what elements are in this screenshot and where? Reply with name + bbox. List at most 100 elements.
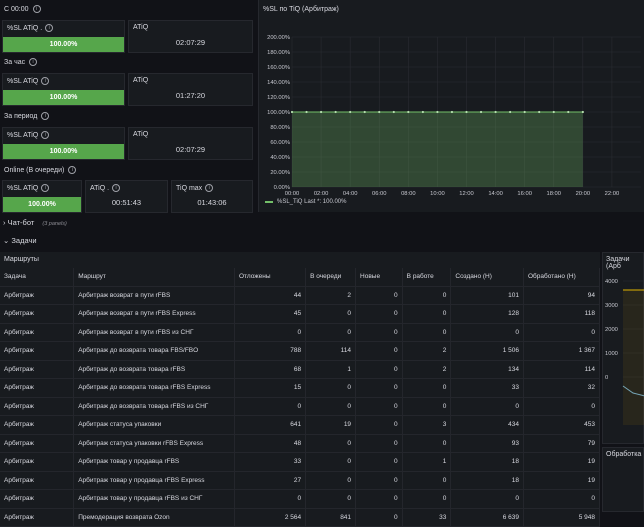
series-line	[622, 385, 644, 397]
column-header[interactable]: Маршрут	[73, 268, 235, 287]
legend-swatch	[265, 201, 273, 203]
data-point	[378, 110, 381, 114]
data-point	[407, 110, 410, 114]
table-cell: 2 564	[234, 508, 307, 527]
stat-panel-atiq-online: ATiQ .i 00:51:43	[85, 180, 168, 213]
stat-panel-atiq-today: ATiQ 02:07:29	[128, 20, 253, 53]
table-row[interactable]: Арбитраж Арбитраж возврат в пути rFBS из …	[0, 323, 600, 342]
sl-chart[interactable]: 0.00% 20.00% 40.00% 60.00% 80.00% 100.00% 120.…	[259, 0, 644, 212]
data-point	[363, 110, 366, 114]
table-cell: 0	[450, 323, 524, 342]
table-row[interactable]: Арбитраж Арбитраж товар у продавца rFBS и…	[0, 489, 600, 509]
info-icon[interactable]: i	[41, 184, 50, 192]
table-cell: Арбитраж	[0, 323, 75, 342]
table-cell: Арбитраж	[0, 489, 75, 509]
y-tick-label: 60.00%	[270, 140, 290, 146]
table-row[interactable]: Арбитраж Арбитраж товар у продавца rFBS E…	[0, 471, 600, 490]
table-cell: 68	[234, 360, 307, 379]
x-tick-label: 14:00	[488, 191, 503, 197]
info-icon[interactable]: i	[205, 184, 214, 192]
table-cell: 453	[523, 415, 600, 435]
table-cell: 0	[305, 397, 357, 416]
x-tick-label: 08:00	[401, 191, 416, 197]
table-cell: Арбитраж	[0, 360, 75, 379]
section-label-hour: За час i	[4, 58, 38, 66]
column-header[interactable]: В работе	[402, 268, 452, 287]
column-header[interactable]: Задача	[0, 268, 75, 287]
table-row[interactable]: Арбитраж Арбитраж до возврата товара rFBS…	[0, 378, 600, 398]
stat-panel-sl-hour: %SL ATiQ i 100.00%	[2, 73, 125, 106]
table-cell: 841	[305, 508, 357, 527]
table-row[interactable]: Арбитраж Арбитраж до возврата товара rFBS…	[0, 397, 600, 416]
table-row[interactable]: Арбитраж Арбитраж статуса упаковки rFBS E…	[0, 434, 600, 453]
table-cell: 79	[523, 434, 600, 453]
column-header[interactable]: Обработано (Н)	[523, 268, 600, 287]
y-tick-label: 4000	[605, 279, 618, 285]
column-header[interactable]: Создано (Н)	[450, 268, 524, 287]
table-cell: 641	[234, 415, 307, 435]
info-icon[interactable]: i	[41, 131, 50, 139]
info-icon[interactable]: i	[68, 166, 77, 174]
x-tick-label: 22:00	[605, 191, 620, 197]
row-chatbot[interactable]: › Чат-бот (3 panels)	[3, 218, 67, 227]
column-header[interactable]: Отложены	[234, 268, 307, 287]
x-tick-label: 00:00	[285, 191, 300, 197]
table-cell: 0	[355, 286, 403, 305]
info-icon[interactable]: i	[32, 5, 41, 13]
table-row[interactable]: Арбитраж Арбитраж товар у продавца rFBS 33…	[0, 452, 600, 472]
table-cell: 0	[402, 489, 452, 509]
table-cell: 0	[305, 304, 357, 324]
data-point	[349, 110, 352, 114]
table-cell: 33	[234, 452, 307, 472]
table-row[interactable]: Арбитраж Арбитраж возврат в пути rFBS 44 2 0…	[0, 286, 600, 305]
table-row[interactable]: Арбитраж Премодерация возврата Ozon 2 564 8…	[0, 508, 600, 527]
table-cell: 0	[355, 452, 403, 472]
table-cell: Арбитраж	[0, 378, 75, 398]
table-cell: 5 948	[523, 508, 600, 527]
chart-legend[interactable]: %SL_TiQ Last *: 100.00%	[265, 199, 346, 205]
row-tasks[interactable]: ⌄ Задачи	[3, 236, 37, 245]
table-cell: 101	[450, 286, 524, 305]
table-cell: 0	[523, 489, 600, 509]
data-point	[479, 110, 483, 114]
table-row[interactable]: Арбитраж Арбитраж до возврата товара FBS/…	[0, 341, 600, 361]
info-icon[interactable]: i	[41, 112, 50, 120]
info-icon[interactable]: i	[45, 24, 54, 32]
table-cell: 0	[355, 434, 403, 453]
table-cell: Арбитраж товар у продавца rFBS	[73, 452, 235, 472]
table-cell: 19	[305, 415, 357, 435]
info-icon[interactable]: i	[29, 58, 38, 66]
table-cell: Арбитраж	[0, 434, 75, 453]
table-cell: 0	[402, 397, 452, 416]
table-cell: 0	[402, 471, 452, 490]
column-header[interactable]: Новые	[355, 268, 403, 287]
tasks-chart[interactable]: 4000 3000 2000 1000 0	[603, 253, 644, 445]
table-cell: Арбитраж до возврата товара rFBS	[73, 360, 235, 379]
table-cell: 0	[402, 378, 452, 398]
table-cell: 0	[402, 323, 452, 342]
info-icon[interactable]: i	[41, 77, 50, 85]
table-cell: 27	[234, 471, 307, 490]
chevron-right-icon: ›	[3, 218, 6, 227]
table-cell: 0	[305, 471, 357, 490]
table-cell: 0	[402, 304, 452, 324]
routes-table-panel: Маршруты Задача Маршрут Отложены В очереди Н…	[0, 252, 600, 527]
y-tick-label: 160.00%	[267, 65, 290, 71]
y-tick-label: 80.00%	[270, 125, 290, 131]
table-row[interactable]: Арбитраж Арбитраж возврат в пути rFBS Exp…	[0, 304, 600, 324]
table-cell: 0	[305, 323, 357, 342]
tasks-chart-panel: Задачи (Арб 4000 3000 2000 1000 0	[602, 252, 644, 444]
table-cell: 0	[402, 434, 452, 453]
data-point	[494, 110, 497, 114]
x-tick-label: 20:00	[576, 191, 591, 197]
table-cell: Арбитраж возврат в пути rFBS из СНГ	[73, 323, 235, 342]
table-cell: Арбитраж до возврата товара rFBS Express	[73, 378, 235, 398]
info-icon[interactable]: i	[112, 184, 121, 192]
table-row[interactable]: Арбитраж Арбитраж статуса упаковки 641 19 0 3…	[0, 415, 600, 435]
table-cell: Арбитраж	[0, 471, 75, 490]
table-row[interactable]: Арбитраж Арбитраж до возврата товара rFBS…	[0, 360, 600, 379]
table-cell: 114	[523, 360, 600, 379]
table-cell: Арбитраж	[0, 286, 75, 305]
column-header[interactable]: В очереди	[305, 268, 357, 287]
chevron-down-icon: ⌄	[3, 236, 10, 245]
